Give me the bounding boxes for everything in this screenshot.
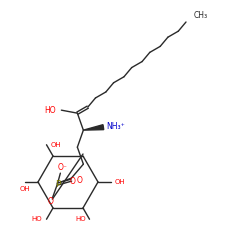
Text: CH₃: CH₃ xyxy=(194,11,208,20)
Text: HO: HO xyxy=(32,216,42,222)
Text: O: O xyxy=(76,176,82,185)
Text: HO: HO xyxy=(75,216,86,222)
Text: OH: OH xyxy=(115,179,126,185)
Text: NH₃⁺: NH₃⁺ xyxy=(106,122,125,131)
Polygon shape xyxy=(83,125,104,130)
Text: OH: OH xyxy=(50,142,61,148)
Text: OH: OH xyxy=(20,186,30,192)
Text: P: P xyxy=(55,180,60,189)
Text: O: O xyxy=(70,177,75,186)
Text: O⁻: O⁻ xyxy=(58,163,67,172)
Text: HO: HO xyxy=(45,106,56,115)
Text: O: O xyxy=(48,197,53,206)
